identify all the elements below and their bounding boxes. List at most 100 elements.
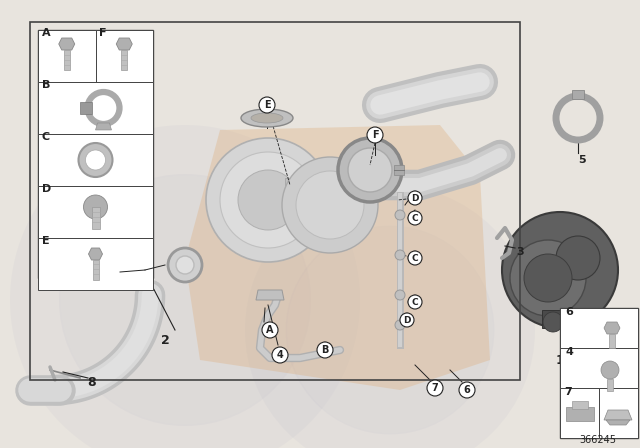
- Circle shape: [459, 382, 475, 398]
- Text: 8: 8: [88, 375, 96, 388]
- Text: D: D: [42, 184, 51, 194]
- Circle shape: [395, 210, 405, 220]
- Circle shape: [543, 312, 563, 332]
- Circle shape: [510, 240, 586, 316]
- Text: 2: 2: [161, 333, 170, 346]
- Circle shape: [220, 152, 316, 248]
- Circle shape: [287, 227, 493, 433]
- Bar: [560, 348, 638, 388]
- Circle shape: [395, 290, 405, 300]
- Circle shape: [317, 342, 333, 358]
- Circle shape: [408, 191, 422, 205]
- Circle shape: [168, 248, 202, 282]
- Circle shape: [296, 171, 364, 239]
- Bar: [38, 186, 153, 238]
- Circle shape: [176, 256, 194, 274]
- Circle shape: [367, 127, 383, 143]
- Text: B: B: [42, 80, 51, 90]
- Text: 3: 3: [516, 247, 524, 257]
- Circle shape: [245, 185, 535, 448]
- Bar: [95, 30, 153, 82]
- Circle shape: [556, 236, 600, 280]
- Text: 6: 6: [463, 385, 470, 395]
- Text: C: C: [412, 214, 419, 223]
- Bar: [38, 30, 95, 82]
- Text: 4: 4: [565, 347, 573, 357]
- Circle shape: [427, 380, 443, 396]
- Bar: [285, 178, 315, 222]
- Bar: [38, 238, 153, 290]
- Polygon shape: [256, 290, 284, 300]
- Bar: [38, 134, 153, 186]
- Circle shape: [59, 174, 311, 426]
- Text: A: A: [42, 28, 51, 38]
- Ellipse shape: [241, 109, 293, 127]
- Bar: [566, 407, 594, 421]
- Text: F: F: [99, 28, 107, 38]
- Polygon shape: [95, 123, 111, 130]
- Bar: [64, 50, 70, 70]
- Bar: [394, 165, 404, 175]
- Polygon shape: [604, 410, 632, 420]
- Text: F: F: [372, 130, 378, 140]
- Circle shape: [282, 157, 378, 253]
- Text: C: C: [412, 297, 419, 306]
- Text: D: D: [403, 315, 411, 324]
- Text: A: A: [266, 325, 274, 335]
- Bar: [599, 388, 638, 438]
- Circle shape: [79, 143, 113, 177]
- Bar: [92, 207, 99, 229]
- Text: B: B: [321, 345, 329, 355]
- Circle shape: [400, 313, 414, 327]
- Text: 1: 1: [556, 353, 564, 366]
- Bar: [93, 260, 99, 280]
- Bar: [572, 90, 584, 99]
- Bar: [38, 30, 153, 278]
- Text: E: E: [264, 100, 270, 110]
- Text: 5: 5: [578, 155, 586, 165]
- Ellipse shape: [251, 113, 283, 123]
- Text: 7: 7: [564, 387, 572, 397]
- Circle shape: [408, 251, 422, 265]
- Bar: [560, 308, 638, 438]
- Text: D: D: [412, 194, 419, 202]
- Circle shape: [206, 138, 330, 262]
- Text: 6: 6: [565, 307, 573, 317]
- Circle shape: [408, 211, 422, 225]
- Circle shape: [395, 250, 405, 260]
- Circle shape: [338, 138, 402, 202]
- Bar: [121, 50, 127, 70]
- Bar: [38, 82, 153, 134]
- Bar: [79, 102, 92, 114]
- Text: C: C: [42, 132, 50, 142]
- Circle shape: [348, 148, 392, 192]
- Circle shape: [262, 322, 278, 338]
- Circle shape: [285, 226, 494, 435]
- Bar: [30, 22, 520, 380]
- Circle shape: [83, 195, 108, 219]
- Circle shape: [395, 320, 405, 330]
- Circle shape: [61, 176, 309, 424]
- Polygon shape: [59, 38, 75, 50]
- Text: 7: 7: [431, 383, 438, 393]
- Text: C: C: [412, 254, 419, 263]
- Circle shape: [524, 254, 572, 302]
- Text: E: E: [42, 236, 50, 246]
- Circle shape: [86, 150, 106, 170]
- Circle shape: [238, 170, 298, 230]
- Circle shape: [259, 97, 275, 113]
- Bar: [560, 388, 599, 438]
- Polygon shape: [604, 322, 620, 334]
- Circle shape: [408, 295, 422, 309]
- Polygon shape: [88, 248, 102, 260]
- Bar: [542, 310, 564, 328]
- Circle shape: [272, 347, 288, 363]
- Bar: [607, 379, 613, 391]
- Text: 366245: 366245: [579, 435, 616, 445]
- Bar: [560, 308, 638, 348]
- Bar: [572, 401, 588, 409]
- Circle shape: [601, 361, 619, 379]
- Circle shape: [10, 125, 360, 448]
- Polygon shape: [606, 420, 630, 425]
- Polygon shape: [185, 125, 490, 390]
